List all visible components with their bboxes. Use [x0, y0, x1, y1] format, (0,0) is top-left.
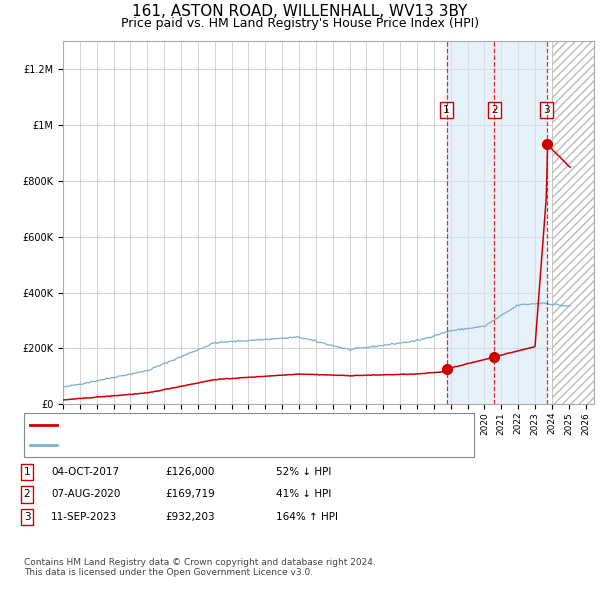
- Text: 52% ↓ HPI: 52% ↓ HPI: [276, 467, 331, 477]
- Text: 161, ASTON ROAD, WILLENHALL, WV13 3BY: 161, ASTON ROAD, WILLENHALL, WV13 3BY: [133, 4, 467, 19]
- Text: 3: 3: [544, 105, 550, 115]
- Text: 1: 1: [443, 105, 450, 115]
- Text: 161, ASTON ROAD, WILLENHALL, WV13 3BY (detached house): 161, ASTON ROAD, WILLENHALL, WV13 3BY (d…: [63, 421, 386, 430]
- Text: 04-OCT-2017: 04-OCT-2017: [51, 467, 119, 477]
- Bar: [552, 41, 594, 404]
- Text: 2: 2: [491, 105, 497, 115]
- Text: HPI: Average price, detached house, Walsall: HPI: Average price, detached house, Wals…: [63, 440, 293, 450]
- Text: 2: 2: [23, 490, 31, 499]
- Text: £126,000: £126,000: [165, 467, 214, 477]
- Text: Price paid vs. HM Land Registry's House Price Index (HPI): Price paid vs. HM Land Registry's House …: [121, 17, 479, 30]
- Text: £932,203: £932,203: [165, 512, 215, 522]
- Text: Contains HM Land Registry data © Crown copyright and database right 2024.
This d: Contains HM Land Registry data © Crown c…: [24, 558, 376, 577]
- Text: 164% ↑ HPI: 164% ↑ HPI: [276, 512, 338, 522]
- Text: 11-SEP-2023: 11-SEP-2023: [51, 512, 117, 522]
- Text: 1: 1: [23, 467, 31, 477]
- Text: 07-AUG-2020: 07-AUG-2020: [51, 490, 121, 499]
- Bar: [446, 41, 547, 404]
- Text: 3: 3: [23, 512, 31, 522]
- Text: £169,719: £169,719: [165, 490, 215, 499]
- Text: 41% ↓ HPI: 41% ↓ HPI: [276, 490, 331, 499]
